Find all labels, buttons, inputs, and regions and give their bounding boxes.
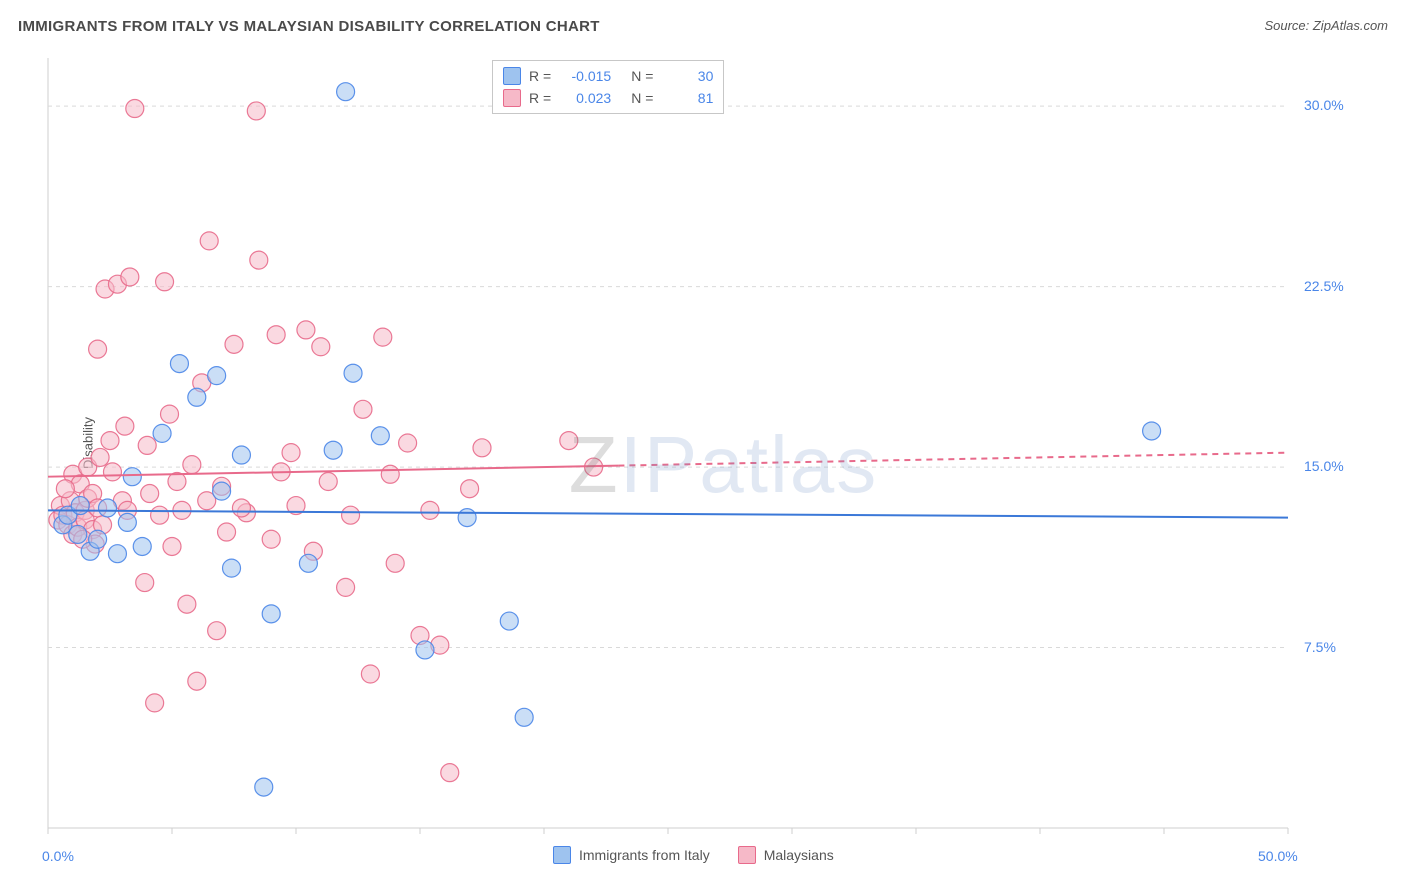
legend-row-pink: R = 0.023 N = 81 bbox=[503, 87, 713, 109]
swatch-pink bbox=[503, 89, 521, 107]
chart-area: Disability ZIPatlas R = -0.015 N = 30 R … bbox=[48, 58, 1364, 828]
n-value-pink: 81 bbox=[661, 90, 713, 106]
series-label-blue: Immigrants from Italy bbox=[579, 847, 710, 863]
legend-row-blue: R = -0.015 N = 30 bbox=[503, 65, 713, 87]
scatter-plot bbox=[48, 58, 1364, 868]
chart-container: IMMIGRANTS FROM ITALY VS MALAYSIAN DISAB… bbox=[0, 0, 1406, 892]
n-value-blue: 30 bbox=[661, 68, 713, 84]
r-value-blue: -0.015 bbox=[559, 68, 611, 84]
legend-stats: R = -0.015 N = 30 R = 0.023 N = 81 bbox=[492, 60, 724, 114]
swatch-blue bbox=[503, 67, 521, 85]
r-value-pink: 0.023 bbox=[559, 90, 611, 106]
swatch-blue bbox=[553, 846, 571, 864]
r-label: R = bbox=[529, 90, 551, 106]
n-label: N = bbox=[631, 90, 653, 106]
y-tick-label: 30.0% bbox=[1304, 97, 1344, 113]
source-label: Source: ZipAtlas.com bbox=[1264, 18, 1388, 33]
x-tick-label: 0.0% bbox=[42, 848, 74, 864]
series-label-pink: Malaysians bbox=[764, 847, 834, 863]
y-tick-label: 7.5% bbox=[1304, 639, 1336, 655]
legend-item-pink: Malaysians bbox=[738, 846, 834, 864]
legend-item-blue: Immigrants from Italy bbox=[553, 846, 710, 864]
r-label: R = bbox=[529, 68, 551, 84]
y-tick-label: 22.5% bbox=[1304, 278, 1344, 294]
chart-title: IMMIGRANTS FROM ITALY VS MALAYSIAN DISAB… bbox=[18, 18, 600, 35]
x-tick-label: 50.0% bbox=[1258, 848, 1298, 864]
legend-series: Immigrants from Italy Malaysians bbox=[553, 846, 834, 864]
swatch-pink bbox=[738, 846, 756, 864]
y-tick-label: 15.0% bbox=[1304, 458, 1344, 474]
n-label: N = bbox=[631, 68, 653, 84]
